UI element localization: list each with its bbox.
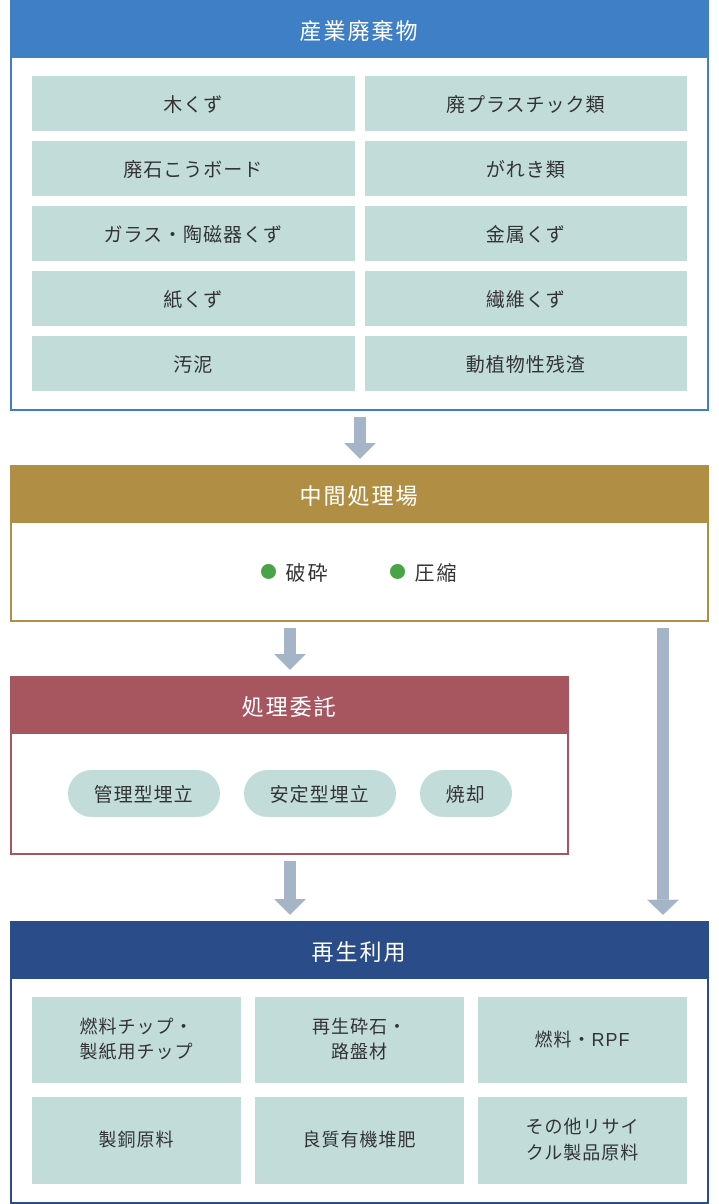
disposal-method-pill: 安定型埋立	[244, 770, 396, 817]
arrow-side-long	[647, 628, 679, 915]
waste-item: 繊維くず	[365, 271, 688, 326]
recycling-item: 良質有機堆肥	[255, 1097, 464, 1183]
recycling-body: 燃料チップ・製紙用チップ再生砕石・路盤材燃料・RPF 製銅原料良質有機堆肥その他リ…	[12, 979, 707, 1202]
waste-item: 動植物性残渣	[365, 336, 688, 391]
waste-item: がれき類	[365, 141, 688, 196]
arrow-3	[10, 861, 569, 915]
industrial-waste-title: 産業廃棄物	[12, 2, 707, 58]
intermediate-processing-title: 中間処理場	[12, 467, 707, 523]
arrow-2	[10, 628, 569, 670]
bullet-icon	[261, 564, 276, 579]
disposal-method-pill: 焼却	[420, 770, 512, 817]
recycling-item: 燃料チップ・製紙用チップ	[32, 997, 241, 1083]
recycling-item: その他リサイクル製品原料	[478, 1097, 687, 1183]
intermediate-processing-body: 破砕 圧縮	[12, 523, 707, 620]
processing-method: 破砕	[261, 557, 330, 586]
bullet-icon	[390, 564, 405, 579]
recycling-box: 再生利用 燃料チップ・製紙用チップ再生砕石・路盤材燃料・RPF 製銅原料良質有機堆…	[10, 921, 709, 1204]
disposal-consignment-box: 処理委託 管理型埋立安定型埋立焼却	[10, 676, 569, 855]
waste-item: 木くず	[32, 76, 355, 131]
recycling-title: 再生利用	[12, 923, 707, 979]
disposal-consignment-body: 管理型埋立安定型埋立焼却	[12, 734, 567, 853]
waste-item: 紙くず	[32, 271, 355, 326]
disposal-consignment-title: 処理委託	[12, 678, 567, 734]
waste-item: ガラス・陶磁器くず	[32, 206, 355, 261]
recycling-item: 再生砕石・路盤材	[255, 997, 464, 1083]
recycling-item: 製銅原料	[32, 1097, 241, 1183]
waste-item: 汚泥	[32, 336, 355, 391]
disposal-method-pill: 管理型埋立	[68, 770, 220, 817]
processing-method-label: 破砕	[286, 557, 330, 586]
intermediate-processing-box: 中間処理場 破砕 圧縮	[10, 465, 709, 622]
recycling-item: 燃料・RPF	[478, 997, 687, 1083]
waste-item: 廃プラスチック類	[365, 76, 688, 131]
arrow-1	[0, 417, 719, 459]
industrial-waste-box: 産業廃棄物 木くず廃プラスチック類廃石こうボードがれき類ガラス・陶磁器くず金属く…	[10, 0, 709, 411]
processing-method-label: 圧縮	[415, 557, 459, 586]
waste-item: 廃石こうボード	[32, 141, 355, 196]
waste-item: 金属くず	[365, 206, 688, 261]
industrial-waste-body: 木くず廃プラスチック類廃石こうボードがれき類ガラス・陶磁器くず金属くず紙くず繊維…	[12, 58, 707, 409]
processing-method: 圧縮	[390, 557, 459, 586]
